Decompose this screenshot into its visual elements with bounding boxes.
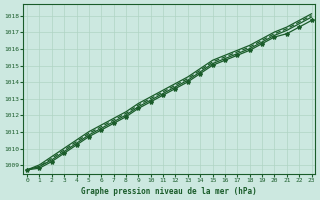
X-axis label: Graphe pression niveau de la mer (hPa): Graphe pression niveau de la mer (hPa)	[81, 187, 257, 196]
